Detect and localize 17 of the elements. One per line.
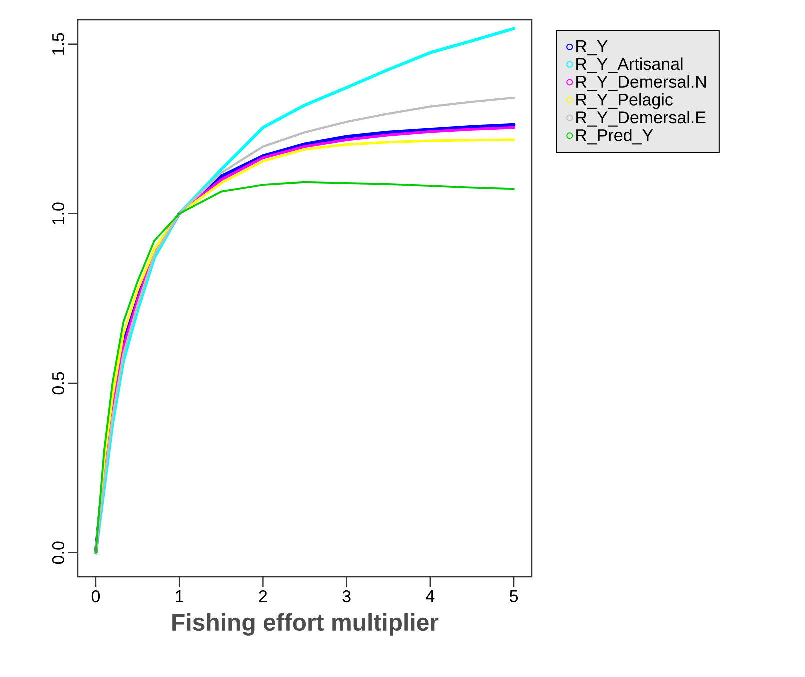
x-tick-label: 2 (259, 590, 268, 602)
legend-label: R_Y_Artisanal (576, 58, 683, 74)
y-tick-label: 0.0 (52, 542, 64, 564)
x-tick-label: 1 (176, 590, 184, 602)
legend-label: R_Y_Pelagic (576, 93, 673, 110)
y-tick-label: 1.0 (52, 202, 64, 224)
x-tick-label: 3 (342, 590, 351, 603)
y-tick-label: 0.5 (52, 372, 64, 395)
legend-label: R_Y (576, 40, 608, 56)
x-axis-title: Fishing effort multiplier (172, 613, 439, 636)
legend-label: R_Y_Demersal.N (576, 76, 706, 92)
x-tick-label: 5 (510, 590, 518, 602)
legend-label: R_Y_Demersal.E (576, 111, 706, 127)
legend-label: R_Pred_Y (576, 129, 654, 145)
y-tick-label: 1.5 (52, 33, 64, 55)
x-tick-label: 4 (426, 590, 435, 602)
x-tick-label: 0 (92, 590, 100, 603)
